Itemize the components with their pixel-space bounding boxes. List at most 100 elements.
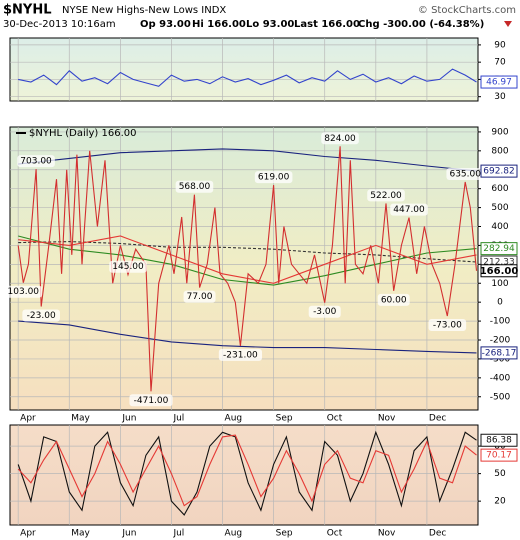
annotation: -3.00 [313, 307, 337, 317]
y-tick-label: 800 [491, 146, 508, 156]
y-tick-label: 400 [491, 222, 508, 232]
x-tick-label: Oct [327, 529, 343, 539]
end-label-box [480, 242, 518, 256]
annotation: 703.00 [20, 157, 52, 167]
annotation-box [308, 305, 341, 318]
annotation: 145.00 [112, 262, 144, 272]
series-line [18, 320, 477, 354]
annotation: 635.00 [449, 170, 481, 180]
end-label: 166.00 [480, 266, 519, 277]
y-tick-label: 100 [491, 279, 508, 289]
y-tick-label: -500 [490, 392, 511, 402]
annotation: 103.00 [8, 287, 40, 297]
security-name: NYSE New Highs-New Lows INDX [62, 5, 226, 16]
series-line [17, 430, 477, 516]
low: Lo 93.00 [246, 19, 294, 30]
annotation: 77.00 [187, 292, 213, 302]
y-tick-label: 90 [494, 40, 506, 50]
copyright: © StockCharts.com [418, 5, 516, 16]
end-label-box [480, 433, 518, 447]
series-line [18, 241, 477, 263]
annotation: -231.00 [223, 350, 258, 360]
high: Hi 166.00 [192, 19, 246, 30]
x-tick-label: Aug [225, 529, 243, 539]
annotation-box [428, 318, 467, 331]
annotation-box [109, 260, 147, 273]
x-tick-label: Jul [172, 529, 184, 539]
annotation-box [17, 155, 55, 168]
open: Op 93.00 [140, 19, 191, 30]
series-line [17, 146, 478, 392]
annotation: 824.00 [324, 134, 356, 144]
annotation: -73.00 [433, 320, 462, 330]
legend: $NYHL (Daily) 166.00 [29, 128, 137, 139]
annotation-box [218, 348, 263, 361]
end-label-box [480, 448, 518, 462]
annotation-box [183, 290, 216, 303]
panel-background [9, 424, 479, 526]
annotation-box [390, 203, 428, 216]
annotation-box [22, 309, 60, 322]
annotation: 568.00 [179, 182, 211, 192]
annotation-box [321, 132, 359, 145]
end-label: 212.33 [483, 258, 515, 268]
annotation: 522.00 [370, 191, 402, 201]
x-tick-label: Sep [276, 414, 293, 424]
end-label: -268.17 [482, 348, 517, 358]
date: 30-Dec-2013 10:16am [3, 19, 116, 30]
panel-background [9, 37, 479, 102]
end-label: 282.94 [483, 244, 515, 254]
x-tick-label: Nov [378, 414, 396, 424]
end-label: 46.97 [486, 78, 512, 88]
x-tick-label: Jun [121, 414, 136, 424]
x-tick-label: Jul [172, 414, 184, 424]
down-arrow [504, 21, 512, 27]
y-tick-label: 70 [494, 58, 506, 68]
x-tick-label: Apr [20, 529, 36, 539]
y-tick-label: 20 [494, 497, 506, 507]
x-tick-label: Sep [276, 529, 293, 539]
end-label-box [480, 75, 518, 89]
y-tick-label: -300 [490, 354, 511, 364]
series-line [18, 235, 477, 286]
last: Last 166.00 [294, 19, 360, 30]
end-label-box [480, 346, 518, 360]
annotation: -23.00 [27, 311, 56, 321]
end-label-box [480, 264, 518, 278]
annotation: 60.00 [381, 295, 407, 305]
y-tick-label: 50 [494, 469, 506, 479]
y-tick-label: -100 [490, 317, 511, 327]
x-tick-label: Nov [378, 529, 396, 539]
y-tick-label: -400 [490, 373, 511, 383]
annotation-box [254, 171, 293, 184]
x-tick-label: May [71, 414, 90, 424]
annotation-box [367, 189, 405, 202]
x-tick-label: Dec [429, 414, 446, 424]
x-tick-label: Jun [121, 529, 136, 539]
x-tick-label: May [71, 529, 90, 539]
symbol: $NYHL [3, 3, 52, 18]
end-label: 86.38 [486, 436, 512, 446]
annotation: -471.00 [134, 396, 169, 406]
y-tick-label: -200 [490, 336, 511, 346]
end-label-box [480, 164, 518, 178]
annotation-box [129, 394, 173, 407]
y-tick-label: 30 [494, 92, 506, 102]
annotation: 619.00 [258, 173, 290, 183]
annotation-box [4, 285, 43, 298]
annotation-box [175, 180, 214, 193]
y-tick-label: 500 [491, 203, 508, 213]
x-tick-label: Dec [429, 529, 446, 539]
x-tick-label: Apr [20, 414, 36, 424]
series-line [17, 434, 477, 507]
y-tick-label: 600 [491, 184, 508, 194]
annotation: 447.00 [393, 205, 425, 215]
end-label: 692.82 [483, 167, 515, 177]
x-tick-label: Aug [225, 414, 243, 424]
y-tick-label: 0 [497, 298, 503, 308]
y-tick-label: 900 [491, 127, 508, 137]
change: Chg -300.00 (-64.38%) [358, 19, 484, 30]
series-line [18, 148, 477, 172]
